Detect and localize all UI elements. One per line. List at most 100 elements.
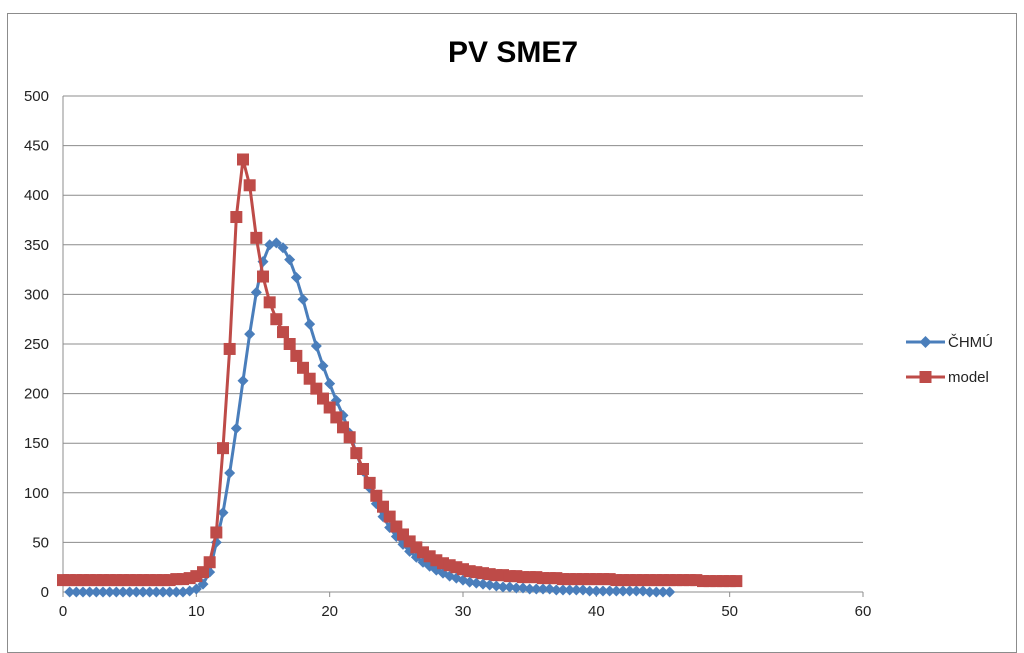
data-point-model xyxy=(270,313,283,326)
data-point-model xyxy=(363,476,376,489)
data-point-chmu xyxy=(624,585,636,597)
y-tick-label: 350 xyxy=(24,237,49,254)
y-tick-label: 500 xyxy=(24,88,49,105)
data-point-chmu xyxy=(617,585,629,597)
data-point-chmu xyxy=(564,584,576,596)
x-tick-label: 30 xyxy=(455,603,472,620)
data-point-chmu xyxy=(110,586,122,598)
data-point-chmu xyxy=(310,340,322,352)
data-point-model xyxy=(217,442,229,455)
series-layer xyxy=(57,153,743,598)
data-point-chmu xyxy=(177,586,189,598)
x-tick-label: 50 xyxy=(721,603,738,620)
data-point-chmu xyxy=(130,586,142,598)
data-point-chmu xyxy=(470,577,482,589)
data-point-chmu xyxy=(537,583,549,595)
data-point-chmu xyxy=(530,583,542,595)
data-point-chmu xyxy=(577,584,589,596)
data-point-model xyxy=(503,570,516,583)
data-point-chmu xyxy=(97,586,109,598)
data-point-model xyxy=(197,566,209,579)
chart-frame: PV SME7 0 50 100 150 200 250 300 350 400 450 500 0 1… xyxy=(7,13,1017,653)
data-point-chmu xyxy=(304,318,316,330)
data-point-chmu xyxy=(570,584,582,596)
data-point-model xyxy=(350,447,363,460)
data-point-chmu xyxy=(644,586,656,598)
data-point-model xyxy=(223,342,236,355)
data-point-model xyxy=(343,431,356,444)
data-point-chmu xyxy=(610,585,622,597)
data-point-model xyxy=(123,574,136,587)
series-model xyxy=(57,153,743,588)
data-point-model xyxy=(337,421,349,434)
x-tick-label: 60 xyxy=(855,603,872,620)
data-point-chmu xyxy=(637,585,649,597)
data-point-model xyxy=(237,153,249,166)
data-point-chmu xyxy=(70,586,82,598)
data-point-model xyxy=(730,575,743,588)
data-point-chmu xyxy=(244,328,256,340)
data-point-chmu xyxy=(230,422,242,434)
legend-label-chmu: ČHMÚ xyxy=(948,334,993,351)
data-point-chmu xyxy=(484,579,496,591)
x-tick-label: 10 xyxy=(188,603,205,620)
data-point-chmu xyxy=(117,586,129,598)
data-point-chmu xyxy=(150,586,162,598)
data-point-chmu xyxy=(170,586,182,598)
data-point-chmu xyxy=(137,586,149,598)
data-point-chmu xyxy=(524,583,536,595)
data-point-model xyxy=(210,526,223,539)
data-point-chmu xyxy=(490,580,502,592)
data-point-chmu xyxy=(477,578,489,590)
data-point-model xyxy=(357,462,369,475)
data-point-model xyxy=(330,411,343,424)
data-point-chmu xyxy=(290,272,302,284)
data-point-chmu xyxy=(164,586,176,598)
data-point-chmu xyxy=(250,286,262,298)
data-point-model xyxy=(290,349,303,362)
data-point-chmu xyxy=(650,586,662,598)
data-point-chmu xyxy=(597,585,609,597)
series-line-model xyxy=(63,157,737,583)
y-tick-label: 0 xyxy=(41,584,49,601)
data-point-chmu xyxy=(504,581,516,593)
data-point-chmu xyxy=(604,585,616,597)
data-point-chmu xyxy=(224,467,236,479)
data-point-chmu xyxy=(317,360,329,372)
data-point-chmu xyxy=(277,242,289,254)
y-tick-label: 400 xyxy=(24,187,49,204)
y-tick-label: 150 xyxy=(24,435,49,452)
data-point-chmu xyxy=(324,378,336,390)
data-point-chmu xyxy=(584,585,596,597)
data-point-chmu xyxy=(664,586,676,598)
legend-marker-chmu xyxy=(919,336,932,348)
series-line-chmu xyxy=(69,241,670,594)
y-tick-label: 50 xyxy=(32,534,49,551)
x-tick-label: 0 xyxy=(59,603,67,620)
data-point-model xyxy=(243,179,256,192)
data-point-chmu xyxy=(90,586,102,598)
data-point-chmu xyxy=(557,584,569,596)
x-tick-label: 40 xyxy=(588,603,605,620)
data-point-model xyxy=(263,296,276,309)
data-point-chmu xyxy=(217,507,229,519)
data-point-chmu xyxy=(464,576,476,588)
axes: 0 50 100 150 200 250 300 350 400 450 500 0 10 20 30 40 5… xyxy=(24,88,871,620)
data-point-model xyxy=(383,510,396,523)
data-point-model xyxy=(203,556,216,569)
data-point-chmu xyxy=(270,237,282,249)
data-point-chmu xyxy=(104,586,116,598)
data-point-chmu xyxy=(284,254,296,266)
legend-marker-model xyxy=(919,371,932,383)
data-point-model xyxy=(230,211,243,224)
legend-label-model: model xyxy=(948,369,989,386)
legend: ČHMÚ model xyxy=(906,334,993,386)
data-point-chmu xyxy=(550,584,562,596)
data-point-model xyxy=(310,382,323,395)
x-tick-label: 20 xyxy=(321,603,338,620)
data-point-chmu xyxy=(77,586,89,598)
data-point-model xyxy=(250,231,263,244)
chart-svg: PV SME7 0 50 100 150 200 250 300 350 400 450 500 0 1… xyxy=(24,36,993,620)
data-point-chmu xyxy=(64,586,76,598)
data-point-model xyxy=(303,372,316,385)
